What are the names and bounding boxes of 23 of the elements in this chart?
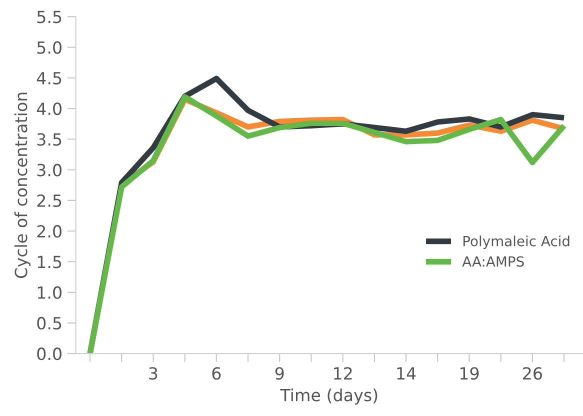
y-tick-label: 4.0: [36, 102, 62, 116]
x-axis-title: Time (days): [280, 388, 378, 405]
x-tick-label: 26: [523, 367, 542, 380]
y-tick-label: 1.5: [38, 256, 62, 268]
x-tick-label: 12: [334, 367, 352, 380]
y-tick-label: 2.0: [37, 225, 62, 238]
y-tick-label: 5.0: [37, 41, 62, 54]
x-tick-label: 6: [212, 367, 221, 380]
legend-label: AA:AMPS: [462, 256, 524, 267]
y-tick-label: 4.5: [36, 72, 62, 84]
y-tick-label: 3.5: [37, 133, 62, 146]
y-tick-label: 5.5: [37, 10, 62, 24]
x-tick-label: 14: [397, 367, 416, 380]
y-tick-label: 0.0: [37, 348, 62, 360]
y-tick-label: 0.5: [37, 316, 62, 330]
x-tick-label: 19: [460, 367, 479, 380]
x-tick-label: 3: [149, 367, 158, 380]
legend-label: Polymaleic Acid: [463, 236, 570, 250]
y-tick-label: 2.5: [37, 194, 62, 208]
y-tick-label: 1.0: [38, 286, 62, 299]
y-axis-title: Cycle of concentration: [14, 92, 31, 278]
x-tick-label: 9: [275, 367, 284, 380]
y-tick-label: 3.0: [37, 164, 62, 176]
